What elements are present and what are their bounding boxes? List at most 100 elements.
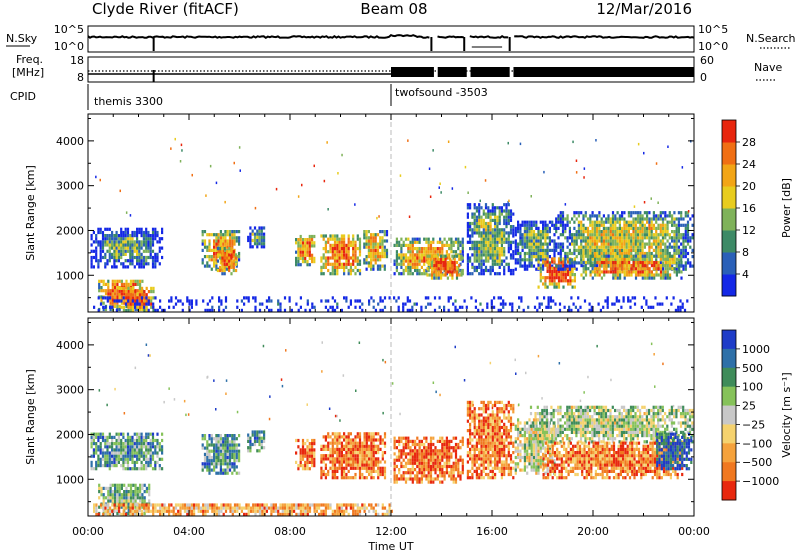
power-ytick-2000: 2000 <box>56 224 84 237</box>
velocity-colorbar-seg-7 <box>722 462 736 482</box>
power-ytick-3000: 3000 <box>56 180 84 193</box>
nave-block-0 <box>391 67 434 77</box>
velocity-colorbar-seg-0 <box>722 330 736 350</box>
power-colorbar-seg-0 <box>722 274 736 297</box>
nave-block-1 <box>437 67 467 77</box>
nsky-tick-top: 10^5 <box>54 23 84 36</box>
power-patch-16 <box>93 296 689 312</box>
freq-label: Freq. <box>16 53 43 66</box>
velocity-colorbar-seg-8 <box>722 481 736 501</box>
xtick-3: 12:00 <box>375 525 407 538</box>
power-ylabel: Slant Range [km] <box>24 165 37 261</box>
power-colorbar-tick-4: 20 <box>742 180 756 193</box>
velocity-colorbar-tick-7: −1000 <box>742 475 779 488</box>
nsearch-tick-top: 10^5 <box>698 23 728 36</box>
cpid-label: CPID <box>10 90 36 103</box>
power-patch-0 <box>90 227 164 269</box>
freq-unit: [MHz] <box>12 66 44 79</box>
power-colorbar-seg-7 <box>722 120 736 143</box>
power-colorbar-tick-0: 4 <box>742 268 749 281</box>
beam-label: Beam 08 <box>360 0 427 18</box>
power-patch-4 <box>216 247 238 276</box>
velocity-ylabel: Slant Range [km] <box>24 369 37 465</box>
nave-tick-bottom: 0 <box>700 71 707 84</box>
power-colorbar-tick-5: 24 <box>742 158 756 171</box>
power-patch-12 <box>514 220 556 271</box>
power-colorbar-seg-3 <box>722 208 736 231</box>
power-patch-6 <box>295 234 316 267</box>
velocity-colorbar-seg-5 <box>722 424 736 444</box>
xtick-2: 08:00 <box>274 525 306 538</box>
nave-tick-top: 60 <box>700 54 714 67</box>
nave-label: Nave <box>754 61 782 74</box>
velocity-colorbar-frame <box>721 329 737 501</box>
power-colorbar-tick-1: 8 <box>742 246 749 259</box>
power-patch-8 <box>363 230 389 271</box>
velocity-colorbar-seg-6 <box>722 443 736 463</box>
nave-block-2 <box>470 67 510 77</box>
power-colorbar-label: Power [dB] <box>780 178 793 238</box>
xtick-6: 00:00 <box>678 525 710 538</box>
power-colorbar-seg-2 <box>722 230 736 253</box>
nave-block-3 <box>513 67 694 77</box>
velocity-scatter <box>98 341 694 422</box>
power-heatmap <box>90 137 694 312</box>
velocity-patch-0 <box>90 432 164 471</box>
power-patch-15 <box>580 254 683 280</box>
cpid-segment-themis: themis 3300 <box>94 95 163 108</box>
xtick-1: 04:00 <box>173 525 205 538</box>
x-axis-label: Time UT <box>367 540 413 553</box>
velocity-patch-12 <box>93 503 393 516</box>
power-patch-13 <box>537 257 576 289</box>
velocity-colorbar-tick-1: 500 <box>742 362 763 375</box>
velocity-patch-3 <box>247 430 266 453</box>
velocity-colorbar-tick-6: −500 <box>742 456 772 469</box>
velocity-patch-5 <box>320 432 387 480</box>
velocity-patch-2 <box>201 434 241 475</box>
velocity-colorbar-seg-1 <box>722 348 736 369</box>
velocity-patch-4 <box>295 438 316 471</box>
station-title: Clyde River (fitACF) <box>92 0 239 18</box>
power-scatter <box>95 137 692 220</box>
velocity-heatmap <box>90 341 694 516</box>
power-patch-7 <box>320 234 362 276</box>
velocity-colorbar-label: Velocity [m s⁻¹] <box>780 372 793 457</box>
velocity-patch-7 <box>466 400 515 480</box>
velocity-patch-11 <box>656 432 693 471</box>
xtick-0: 00:00 <box>72 525 104 538</box>
xtick-4: 16:00 <box>476 525 508 538</box>
power-colorbar-tick-3: 16 <box>742 202 756 215</box>
velocity-colorbar-tick-2: 100 <box>742 381 763 394</box>
velocity-colorbar-tick-0: 1000 <box>742 343 770 356</box>
power-ytick-4000: 4000 <box>56 135 84 148</box>
velocity-patch-10 <box>542 441 684 480</box>
power-colorbar-tick-6: 28 <box>742 136 756 149</box>
power-colorbar-seg-4 <box>722 186 736 209</box>
velocity-colorbar-seg-4 <box>722 405 736 425</box>
power-patch-2 <box>118 286 155 312</box>
power-patch-11 <box>466 203 515 276</box>
velocity-patch-6 <box>393 436 464 484</box>
nsky-series <box>87 33 695 39</box>
velocity-colorbar-seg-3 <box>722 386 736 407</box>
cpid-segment-twofsound: twofsound -3503 <box>395 86 488 99</box>
power-colorbar-seg-1 <box>722 252 736 275</box>
velocity-ytick-3000: 3000 <box>56 384 84 397</box>
velocity-colorbar-tick-3: 25 <box>742 400 756 413</box>
velocity-colorbar-tick-4: −25 <box>742 418 765 431</box>
power-patch-14 <box>555 211 694 271</box>
velocity-ytick-2000: 2000 <box>56 428 84 441</box>
freq-tick-bottom: 8 <box>77 71 84 84</box>
nsky-label: N.Sky <box>6 32 38 45</box>
freq-tick-top: 18 <box>70 54 84 67</box>
power-patch-5 <box>247 226 266 249</box>
power-ytick-1000: 1000 <box>56 269 84 282</box>
power-colorbar-seg-6 <box>722 142 736 165</box>
date-label: 12/Mar/2016 <box>596 0 692 18</box>
power-patch-10 <box>426 254 463 280</box>
velocity-colorbar-seg-2 <box>722 367 736 388</box>
velocity-ytick-1000: 1000 <box>56 473 84 486</box>
nsearch-label: N.Search <box>746 32 796 45</box>
velocity-colorbar-tick-5: −100 <box>742 437 772 450</box>
